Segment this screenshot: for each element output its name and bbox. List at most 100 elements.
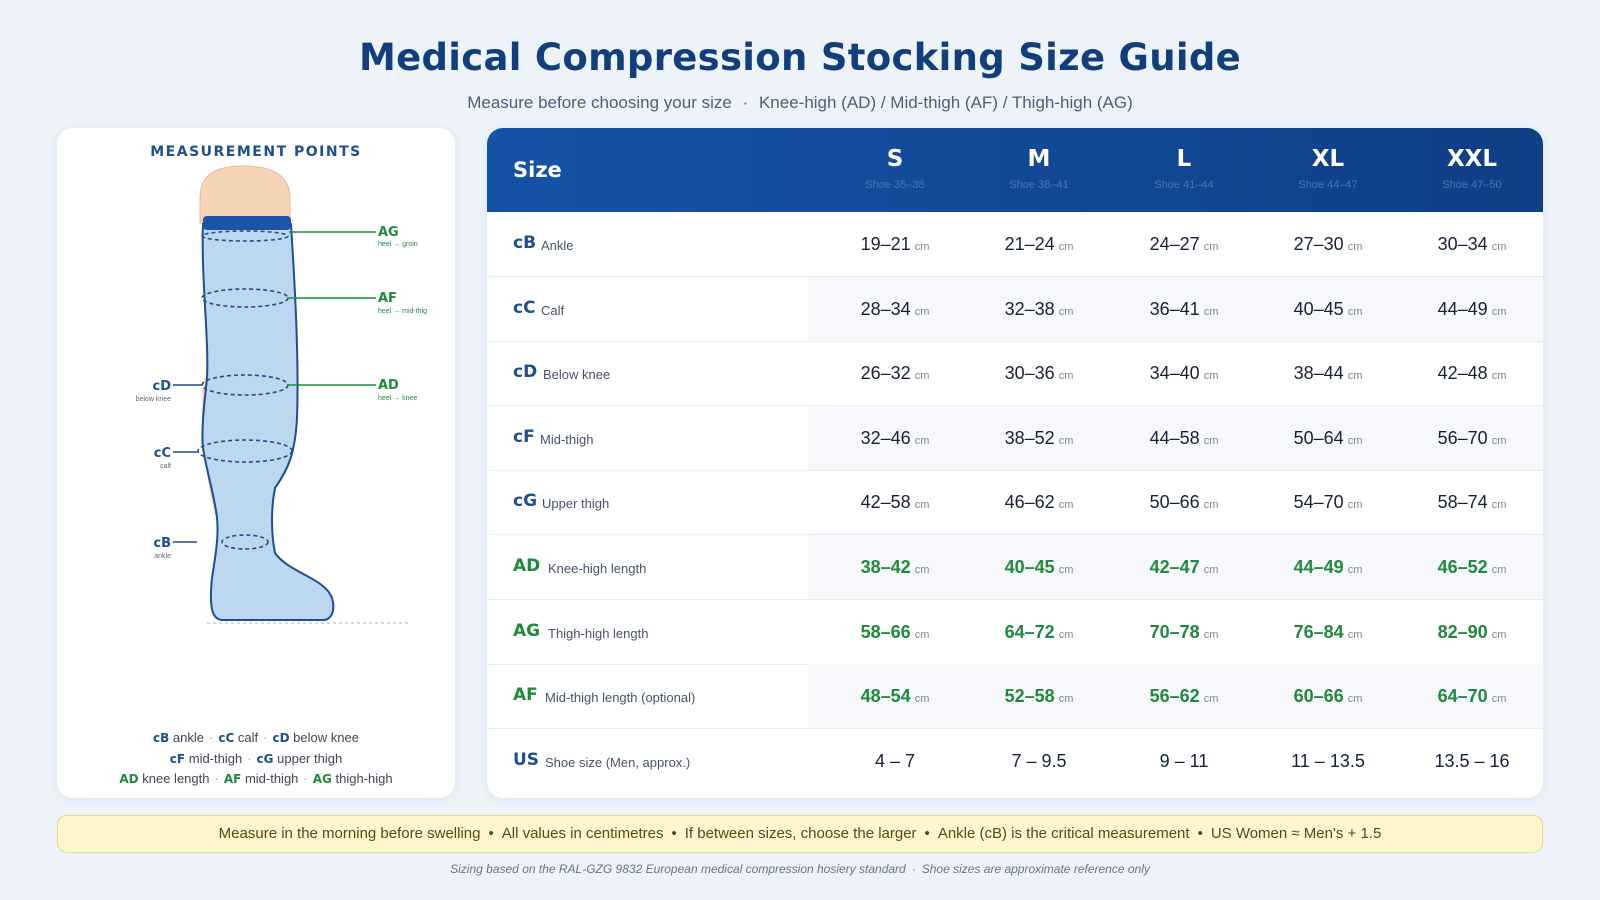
table-row: cC Calf 28–34 cm 32–38 cm 36–41 cm 40–45 cm 44–49 c…	[487, 276, 1543, 342]
size-value: 50–66	[1149, 492, 1200, 513]
size-value-cell: 60–66 cm	[1255, 686, 1401, 707]
table-row: cB Ankle 19–21 cm 21–24 cm 24–27 cm 27–30 cm 30–34…	[487, 212, 1543, 277]
size-value-cell: 13.5 – 16	[1399, 751, 1543, 772]
legend-code: AF	[223, 772, 242, 786]
size-value: 30–34	[1437, 234, 1488, 254]
label-cc-desc: calf	[160, 463, 171, 470]
table-row: US Shoe size (Men, approx.) 4 – 7 7 – 9.5 9 …	[487, 729, 1543, 794]
size-column-header: M Shoe 38–41	[966, 146, 1112, 191]
footer-left: Sizing based on the RAL-GZG 9832 Europea…	[450, 862, 906, 876]
size-value-cell: 44–49 cm	[1399, 299, 1543, 320]
legend-text: upper thigh	[277, 750, 343, 766]
size-header-label: Size	[513, 158, 562, 182]
page-subtitle: Measure before choosing your size · Knee…	[0, 93, 1600, 113]
size-value: 64–72	[1004, 621, 1055, 642]
leg-skin	[199, 165, 291, 224]
unit: cm	[1347, 305, 1363, 318]
legend-line-2: cF mid-thigh · cG upper thigh	[57, 749, 455, 770]
unit: cm	[1347, 499, 1363, 512]
row-shade	[808, 405, 1543, 470]
legend-sep: ·	[247, 750, 252, 766]
subtitle-left: Measure before choosing your size	[467, 93, 732, 112]
tip-separator: •	[924, 825, 930, 842]
unit: cm	[1491, 499, 1507, 512]
size-value-cell: 40–45 cm	[966, 557, 1112, 578]
size-value: 70–78	[1149, 621, 1200, 642]
legend-sep: ·	[303, 771, 308, 786]
legend-line-1: cB ankle · cC calf · cD below knee	[57, 728, 455, 749]
size-value: 56–62	[1149, 686, 1200, 707]
measurement-diagram-card: MEASUREMENT POINTS AG heel → groin AF he…	[57, 128, 455, 798]
size-value-cell: 52–58 cm	[966, 686, 1112, 707]
unit: cm	[1058, 370, 1074, 383]
size-value-cell: 42–58 cm	[822, 492, 968, 513]
size-value-cell: 76–84 cm	[1255, 622, 1401, 643]
size-value-cell: 44–58 cm	[1111, 428, 1257, 449]
shoe-range: Shoe 41–44	[1154, 179, 1214, 191]
unit: cm	[914, 693, 930, 706]
row-code: cC	[513, 297, 536, 318]
size-value-cell: 42–48 cm	[1399, 363, 1543, 384]
row-code: US	[513, 749, 540, 770]
tip-item: Ankle (cB) is the critical measurement	[937, 825, 1190, 842]
size-value: 30–36	[1004, 363, 1055, 384]
size-value: 44–58	[1149, 427, 1200, 448]
size-value-cell: 64–72 cm	[966, 622, 1112, 643]
table-row: cF Mid-thigh 32–46 cm 38–52 cm 44–58 cm 50–64 cm 5…	[487, 405, 1543, 471]
row-shade	[808, 276, 1543, 341]
legend-sep: ·	[209, 730, 214, 745]
unit: cm	[1058, 499, 1074, 512]
footer-note: Sizing based on the RAL-GZG 9832 Europea…	[0, 862, 1600, 876]
unit: cm	[1203, 241, 1219, 253]
unit: cm	[1491, 628, 1507, 641]
size-value: 48–54	[860, 686, 911, 707]
row-name: Knee-high length	[548, 561, 647, 576]
legend-sep: ·	[214, 771, 219, 786]
label-ag-desc: heel → groin	[378, 241, 418, 248]
label-cb-code: cB	[153, 536, 171, 551]
legend-code: cC	[218, 731, 235, 745]
ring-cc	[197, 439, 293, 463]
unit: cm	[1203, 499, 1219, 512]
size-label: M	[1027, 146, 1051, 172]
size-value-cell: 9 – 11	[1111, 751, 1257, 772]
size-value: 38–52	[1004, 427, 1055, 448]
size-value-cell: 32–38 cm	[966, 299, 1112, 320]
table-row: AF Mid-thigh length (optional) 48–54 cm 52–5…	[487, 664, 1543, 730]
page-header: Medical Compression Stocking Size Guide …	[0, 36, 1600, 113]
tip-item: US Women ≈ Men's + 1.5	[1210, 825, 1382, 842]
unit: cm	[1203, 370, 1219, 383]
label-af-code: AF	[378, 291, 397, 306]
unit: cm	[1347, 241, 1363, 253]
size-value: 60–66	[1293, 686, 1344, 707]
unit: cm	[1058, 305, 1074, 318]
size-value: 13.5 – 16	[1434, 750, 1510, 771]
unit: cm	[1203, 305, 1219, 318]
ring-ag	[201, 230, 289, 242]
legend-code: cB	[153, 731, 170, 745]
unit: cm	[1491, 693, 1507, 706]
unit: cm	[914, 499, 930, 512]
size-value-cell: 48–54 cm	[822, 686, 968, 707]
size-column-header: L Shoe 41–44	[1111, 146, 1257, 191]
unit: cm	[1347, 434, 1363, 447]
table-row: cG Upper thigh 42–58 cm 46–62 cm 50–66 cm 54–70 c…	[487, 470, 1543, 536]
size-label: XXL	[1446, 146, 1498, 172]
legend-text: knee length	[142, 771, 210, 786]
row-shade	[808, 664, 1543, 729]
row-code: cG	[513, 491, 538, 512]
size-table: Size S Shoe 35–38 M Shoe 38–41 L Shoe 41–44 XL…	[487, 128, 1543, 798]
unit: cm	[1058, 241, 1074, 253]
shoe-range: Shoe 35–38	[865, 179, 925, 191]
size-value-cell: 38–42 cm	[822, 557, 968, 578]
legend-code: cF	[169, 751, 186, 766]
size-column-header: XXL Shoe 47–50	[1399, 146, 1543, 191]
size-value-cell: 32–46 cm	[822, 428, 968, 449]
size-value: 50–64	[1293, 427, 1344, 448]
row-code: cF	[513, 426, 535, 447]
size-value: 21–24	[1004, 234, 1055, 254]
legend-text: thigh-high	[335, 771, 393, 786]
row-name: Shoe size (Men, approx.)	[545, 754, 691, 770]
size-value: 82–90	[1437, 621, 1488, 642]
table-row: cD Below knee 26–32 cm 30–36 cm 34–40 cm 38–44 cm…	[487, 341, 1543, 407]
